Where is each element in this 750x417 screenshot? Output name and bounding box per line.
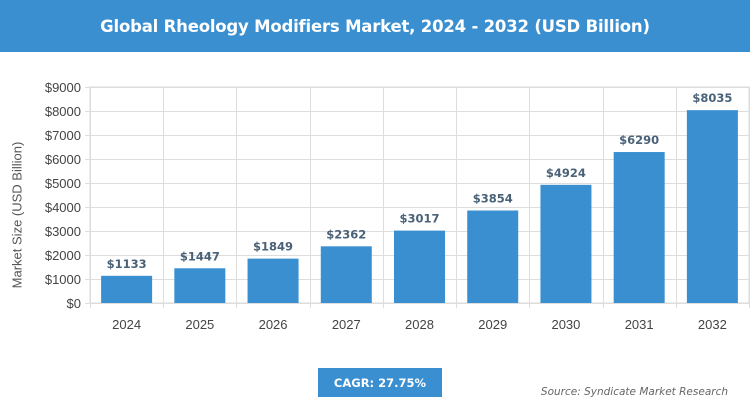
bar: [247, 258, 299, 303]
x-tick-label: 2032: [698, 317, 727, 332]
data-label: $1849: [253, 240, 293, 254]
x-tick-label: 2026: [259, 317, 288, 332]
data-label: $3854: [473, 192, 513, 206]
y-tick-label: $1000: [45, 272, 81, 287]
x-tick-label: 2030: [551, 317, 580, 332]
y-tick-label: $5000: [45, 176, 81, 191]
data-label: $4924: [546, 166, 586, 180]
y-tick-label: $0: [67, 296, 81, 311]
x-tick-label: 2029: [478, 317, 507, 332]
bar: [174, 268, 226, 303]
data-label: $2362: [326, 227, 366, 241]
y-tick-label: $3000: [45, 224, 81, 239]
cagr-badge: CAGR: 27.75%: [318, 368, 442, 397]
y-tick-label: $9000: [45, 80, 81, 95]
y-tick-label: $4000: [45, 200, 81, 215]
x-tick-label: 2025: [185, 317, 214, 332]
bar: [467, 210, 519, 303]
y-tick-label: $6000: [45, 152, 81, 167]
bar-chart: $0 $1000 $2000 $3000 $4000 $5000 $6000 $7000 $80…: [45, 80, 750, 332]
y-axis-label: Market Size (USD Billion): [9, 142, 24, 289]
bar: [613, 152, 665, 303]
bar: [540, 184, 592, 303]
data-label: $8035: [692, 91, 732, 105]
x-tick-label: 2031: [625, 317, 654, 332]
data-label: $3017: [399, 212, 439, 226]
bar: [320, 246, 372, 303]
x-tick-label: 2027: [332, 317, 361, 332]
bar: [686, 110, 738, 303]
y-tick-label: $7000: [45, 128, 81, 143]
bar: [101, 275, 153, 303]
data-label: $6290: [619, 133, 659, 147]
source-note: Source: Syndicate Market Research: [540, 386, 728, 398]
data-label: $1447: [180, 249, 220, 263]
y-axis-label-wrap: Market Size (USD Billion): [9, 142, 24, 289]
data-label: $1133: [107, 257, 147, 271]
x-tick-label: 2028: [405, 317, 434, 332]
bar: [394, 230, 445, 303]
x-tick-label: 2024: [112, 317, 141, 332]
y-tick-label: $8000: [45, 104, 81, 119]
chart-title: Global Rheology Modifiers Market, 2024 -…: [0, 0, 750, 52]
y-tick-label: $2000: [45, 248, 81, 263]
